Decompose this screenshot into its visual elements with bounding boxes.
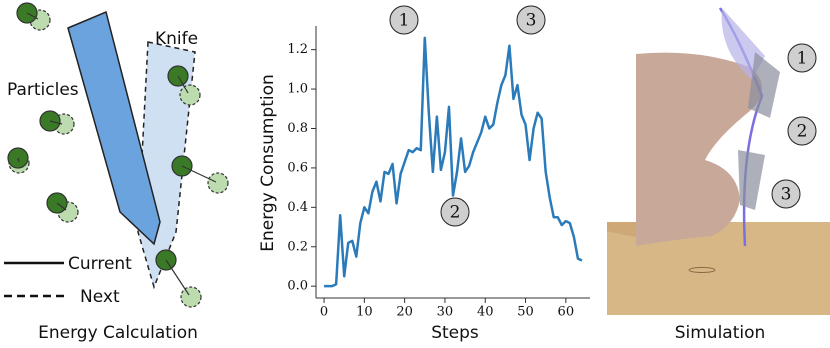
line-chart: Steps Energy Consumption 0.0 0.2 0.4 0.6 0.8…	[258, 5, 590, 343]
energy-diagram: Knife Particles Current Next Energy Calc…	[4, 2, 229, 343]
simulation-caption: Simulation	[675, 323, 766, 343]
x-tick-label: 40	[477, 305, 494, 320]
step-marker-label: 1	[797, 49, 808, 69]
particles	[7, 2, 229, 308]
energy-line	[324, 36, 583, 288]
y-tick-label: 0.2	[287, 239, 308, 254]
step-marker-label: 3	[526, 11, 537, 31]
legend-current: Current	[68, 254, 132, 274]
y-tick-label: 0.4	[287, 200, 308, 215]
y-axis-label: Energy Consumption	[258, 74, 278, 252]
knife-2	[748, 52, 780, 118]
x-tick-label: 0	[320, 305, 328, 320]
x-tick-label: 30	[437, 305, 454, 320]
legend-next: Next	[80, 287, 120, 307]
step-marker-label: 2	[450, 203, 461, 223]
y-tick-label: 0.6	[287, 160, 308, 175]
step-marker-label: 2	[797, 122, 808, 142]
particles-label: Particles	[7, 80, 79, 100]
table-mark	[688, 267, 716, 273]
step-marker	[787, 43, 817, 73]
step-marker	[787, 116, 817, 146]
x-tick-label: 10	[356, 305, 373, 320]
knife-current	[67, 10, 161, 246]
y-tick-label: 0.0	[287, 279, 308, 294]
step-marker-label: 1	[399, 11, 410, 31]
knife-3	[738, 150, 765, 210]
paper	[636, 52, 762, 246]
x-axis-label: Steps	[431, 323, 479, 343]
simulation-panel: Simulation	[607, 7, 830, 343]
step-marker-label: 3	[781, 185, 792, 205]
y-tick-label: 1.2	[287, 42, 308, 57]
step-marker	[516, 5, 546, 35]
step-marker	[440, 197, 470, 227]
x-tick-label: 20	[396, 305, 413, 320]
knife-label: Knife	[155, 29, 198, 49]
y-tick-label: 1.0	[287, 82, 308, 97]
x-tick-label: 50	[517, 305, 534, 320]
diagram-caption: Energy Calculation	[38, 323, 198, 343]
step-marker	[771, 179, 801, 209]
x-tick-label: 60	[558, 305, 575, 320]
step-marker	[389, 5, 419, 35]
y-tick-label: 0.8	[287, 121, 308, 136]
